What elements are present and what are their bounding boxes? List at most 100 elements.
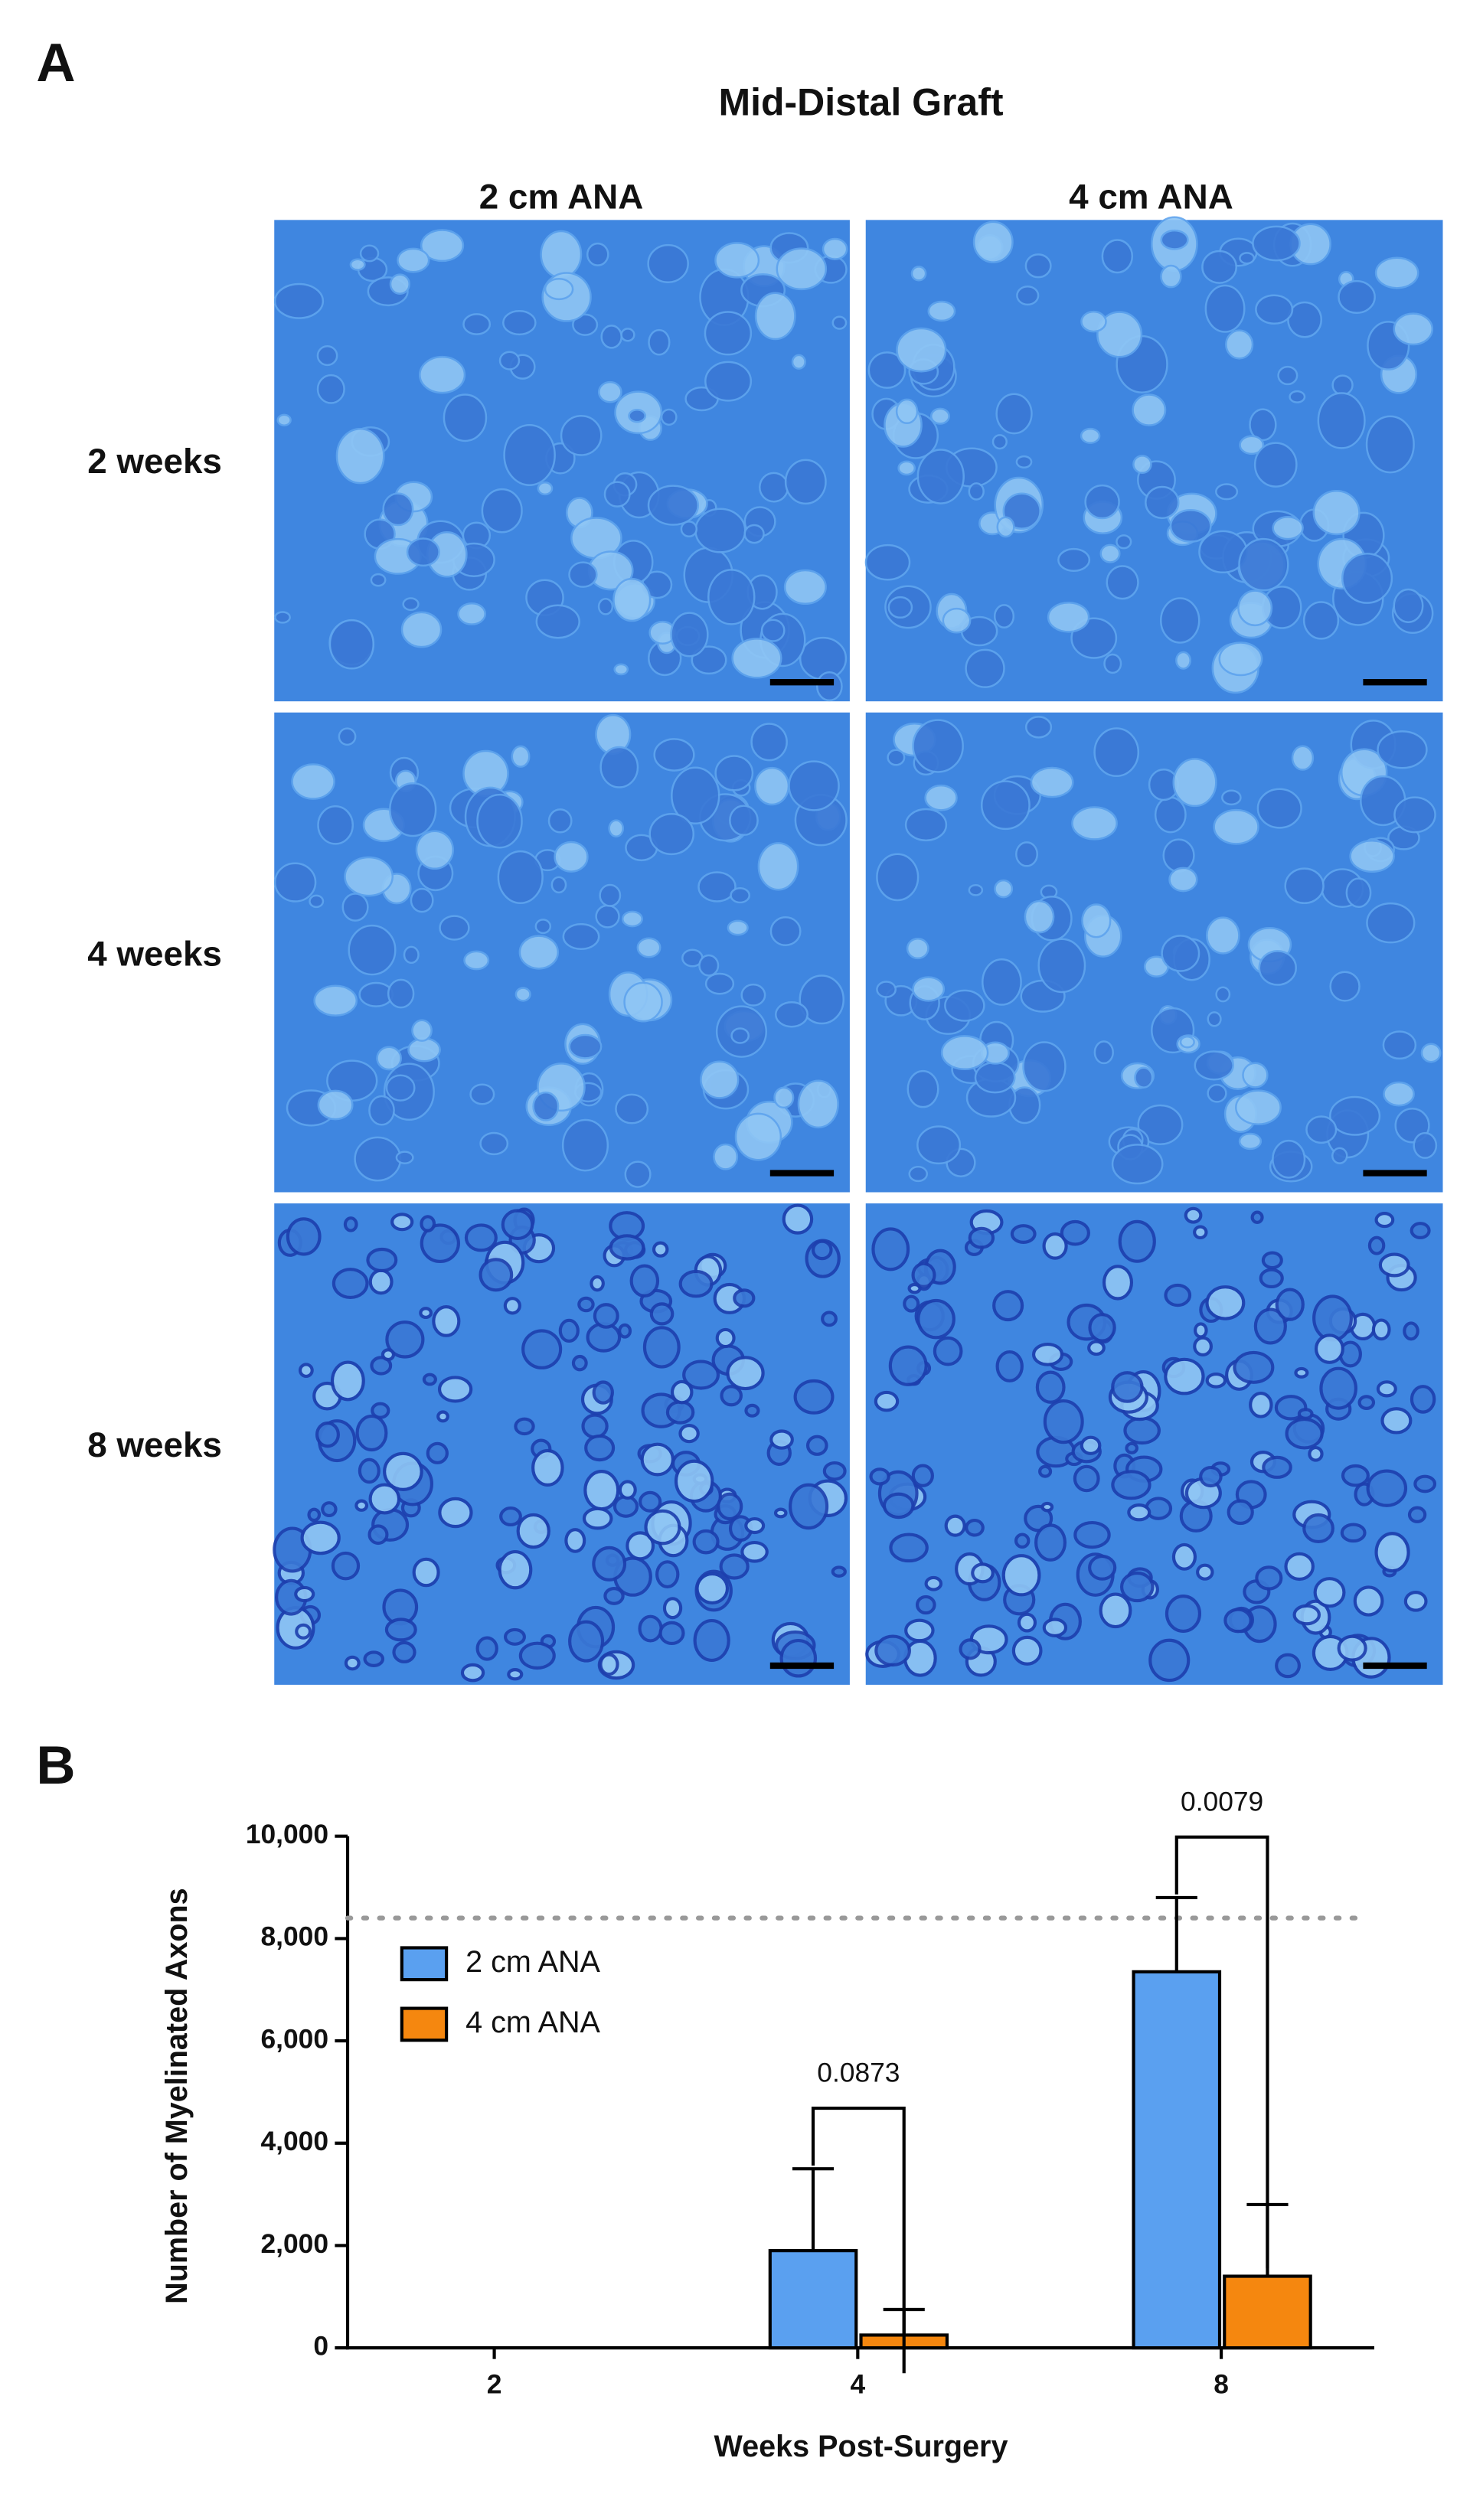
cell xyxy=(315,1421,340,1448)
micrographs xyxy=(273,216,1443,1685)
cell xyxy=(390,1213,414,1232)
cell xyxy=(874,1390,900,1412)
cell xyxy=(561,1118,609,1172)
cell xyxy=(309,894,325,909)
cell xyxy=(648,812,695,856)
bar-chart: 0 2,000 4,000 6,000 8,000 10,000 2 4 8 0.0873 0.00… xyxy=(160,1787,1374,2463)
cell xyxy=(727,919,749,936)
cell xyxy=(740,983,766,1007)
cell xyxy=(1239,435,1265,455)
y-axis-label: Number of Myelinated Axons xyxy=(160,1888,194,2303)
cell xyxy=(349,258,366,271)
cell xyxy=(1261,1251,1283,1270)
panel-title: Mid-Distal Graft xyxy=(718,81,1003,124)
cell xyxy=(518,1641,556,1670)
cell xyxy=(1159,597,1200,644)
cell xyxy=(1297,1408,1314,1420)
cell xyxy=(1137,1104,1184,1146)
cell xyxy=(291,763,335,800)
cell xyxy=(719,1553,750,1580)
cell xyxy=(1087,1340,1106,1356)
cell xyxy=(317,805,354,845)
cell xyxy=(671,766,720,825)
cell xyxy=(540,230,583,279)
cell xyxy=(1337,1634,1367,1662)
cell xyxy=(597,598,614,615)
legend-swatch xyxy=(400,1946,449,1982)
cell xyxy=(1111,1470,1152,1500)
cell xyxy=(1272,1139,1306,1179)
cell xyxy=(648,328,671,356)
cell xyxy=(773,1086,795,1109)
cell xyxy=(1237,589,1273,627)
cell xyxy=(1289,390,1306,403)
cell xyxy=(1043,1399,1084,1444)
cell xyxy=(982,958,1022,1006)
cell xyxy=(481,488,523,534)
legend-label: 2 cm ANA xyxy=(466,1945,600,1979)
cell xyxy=(655,1560,680,1588)
cell xyxy=(618,1480,637,1500)
cell xyxy=(395,1151,414,1164)
cell xyxy=(392,1640,416,1663)
cell xyxy=(498,351,521,370)
cell xyxy=(782,1203,814,1235)
cell xyxy=(514,987,531,1002)
cell xyxy=(1071,806,1118,841)
x-tick-label: 4 xyxy=(850,2369,865,2399)
cell xyxy=(568,561,598,588)
cell xyxy=(516,1513,550,1549)
cell xyxy=(965,648,1005,688)
cell xyxy=(1034,1523,1067,1562)
x-tick-label: 2 xyxy=(487,2369,502,2399)
cell xyxy=(968,482,985,501)
cell xyxy=(799,636,848,681)
cell xyxy=(577,1296,595,1313)
cell xyxy=(419,1307,433,1320)
cell xyxy=(704,311,753,356)
cell xyxy=(544,278,574,301)
cell xyxy=(799,974,845,1025)
cell xyxy=(1374,256,1419,289)
x-axis-label: Weeks Post-Surgery xyxy=(714,2430,1008,2463)
cell xyxy=(1057,547,1091,572)
cell xyxy=(750,723,788,762)
cell xyxy=(1001,1554,1041,1597)
cell xyxy=(811,1239,833,1261)
cell xyxy=(867,351,906,389)
cell xyxy=(620,328,635,342)
cell xyxy=(1118,1219,1156,1263)
cell xyxy=(769,916,802,946)
cell xyxy=(1420,1043,1442,1063)
cell xyxy=(1123,1416,1161,1445)
cell xyxy=(788,760,840,811)
cell xyxy=(422,1373,437,1386)
cell xyxy=(636,937,662,958)
cell xyxy=(462,313,492,335)
cell xyxy=(670,612,709,658)
x-tick-label: 8 xyxy=(1214,2369,1229,2399)
cell xyxy=(608,819,625,837)
cell xyxy=(370,1356,393,1376)
cell xyxy=(720,1385,743,1407)
cell xyxy=(1111,1371,1144,1403)
cell xyxy=(1312,1294,1353,1342)
cell xyxy=(501,1209,534,1241)
cell xyxy=(628,408,646,423)
cell xyxy=(368,1268,394,1295)
cell xyxy=(307,1507,322,1523)
cell xyxy=(758,472,789,503)
cell xyxy=(1014,1533,1031,1549)
cell xyxy=(680,521,698,538)
cell xyxy=(1015,455,1033,468)
cell xyxy=(1410,1222,1431,1239)
cell xyxy=(642,1326,681,1369)
cell xyxy=(1407,1506,1427,1523)
cell xyxy=(639,1490,662,1513)
cell xyxy=(385,1320,425,1359)
cell xyxy=(1308,1445,1324,1462)
cell xyxy=(1410,1385,1436,1414)
cell xyxy=(1285,1417,1324,1450)
cell xyxy=(1340,1523,1367,1543)
cell xyxy=(1116,534,1132,550)
